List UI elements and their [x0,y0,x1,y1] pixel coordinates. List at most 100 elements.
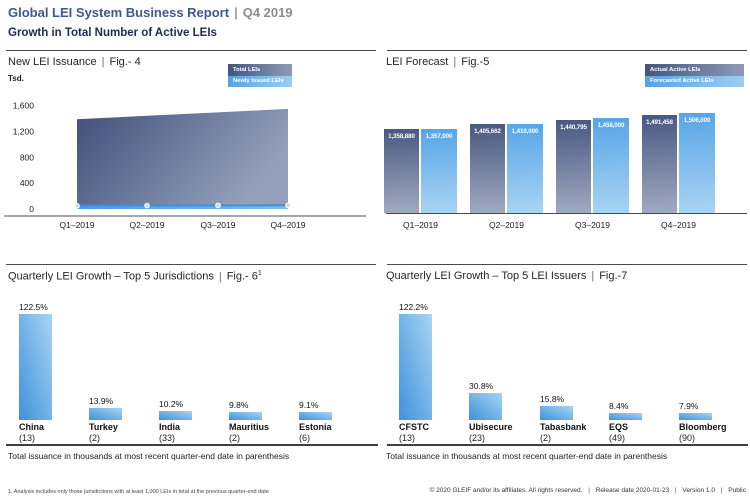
fig6-footnote-mark: 1 [257,270,262,277]
fig4-title: New LEI Issuance [8,56,97,68]
fig5-legend-actual: Actual Active LEIs [645,64,744,76]
growth-percent-label: 122.2% [399,302,428,313]
category-name-label: CFSTC [399,421,429,432]
bar-value-label: 1,440,795 [560,124,587,132]
fig4-y-tick: 800 [20,152,34,162]
fig4-y-tick: 1,600 [13,101,35,111]
divider-top-right [387,50,747,51]
category-name-label: EQS [609,421,629,432]
fig4-label: Fig.- 4 [109,56,141,68]
growth-percent-label: 30.8% [469,381,494,392]
fig7-header: Quarterly LEI Growth – Top 5 LEI Issuers… [386,270,627,282]
category-name-label: Tabasbank [540,421,587,432]
fig4-x-tick: Q1–2019 [60,220,95,230]
growth-percent-label: 9.1% [299,400,319,411]
growth-percent-label: 13.9% [89,396,114,406]
report-subtitle: Growth in Total Number of Active LEIs [8,27,217,39]
category-name-label: China [19,421,45,432]
fig7-title: Quarterly LEI Growth – Top 5 LEI Issuers [386,270,587,282]
fig7-note: Total issuance in thousands at most rece… [386,451,668,461]
category-name-label: Ubisecure [469,421,513,432]
fig4-x-tick: Q2–2019 [130,220,165,230]
bar-value-label: 1,405,662 [474,128,501,135]
fig6-header-separator: | [218,270,222,283]
actual-active-leis-bar: 1,440,795 [556,120,591,213]
fig4-svg: 0 400 800 1,200 1,600 Q1–2019 Q2–2019 Q3–2019 Q4… [4,101,366,230]
forecasted-active-leis-bar: 1,506,000 [679,112,715,213]
growth-bar [229,411,262,420]
bar-value-label: 1,491,458 [646,118,673,126]
fig4-legend-newly-issued: Newly Issued LEIs [228,75,292,87]
issuance-count-label: (2) [540,433,551,443]
bar-value-label: 1,357,000 [425,133,453,141]
newly-issued-line [76,204,289,207]
footer-separator: | [720,487,723,494]
growth-bar [299,412,332,420]
fig7-bar-chart: 122.2% CFSTC (13) 30.8% Ubisecure (23) 15.8% Ta… [383,292,750,452]
title-separator: | [234,5,238,20]
issuance-count-label: (2) [89,433,100,443]
fig5-bar-chart: 1,358,880 1,357,000 Q1–2019 1,405,662 1,410,… [383,105,750,240]
fig5-header: LEI Forecast | Fig.-5 [386,56,489,68]
report-title-text: Global LEI System Business Report [8,5,230,20]
footer-copyright: © 2020 GLEIF and/or its affiliates. All … [429,487,583,494]
issuance-count-label: (2) [229,433,240,443]
fig5-x-tick: Q4–2019 [661,220,696,230]
growth-bar [469,393,502,420]
footer-classification: Public [728,487,746,494]
fig5-legend-actual-label: Actual Active LEIs [650,66,701,73]
newly-issued-marker [215,202,221,209]
divider-top-left [6,50,376,51]
fig6-header: Quarterly LEI Growth – Top 5 Jurisdictio… [8,270,262,283]
fig5-x-tick: Q1–2019 [403,220,438,230]
growth-bar [679,413,712,420]
issuance-count-label: (6) [299,433,310,443]
newly-issued-marker [285,202,291,209]
growth-bar [19,314,52,420]
growth-bar [399,314,432,420]
bar-value-label: 1,458,000 [597,122,625,130]
actual-active-leis-bar: 1,358,880 [384,129,419,213]
fig5-legend-forecast-label: Forecasted Active LEIs [650,78,714,85]
newly-issued-marker [74,203,80,209]
growth-percent-label: 7.9% [679,401,699,412]
footer-release-date: Release date 2020-01-23 [595,487,670,494]
category-name-label: Estonia [299,421,332,432]
issuance-count-label: (13) [399,433,416,443]
issuance-count-label: (49) [609,433,626,443]
bar-value-label: 1,358,880 [388,133,415,141]
fig4-header: New LEI Issuance | Fig.- 4 [8,56,141,68]
forecasted-active-leis-bar: 1,458,000 [593,118,629,213]
category-name-label: India [159,421,181,432]
divider-mid-left [6,264,376,265]
growth-percent-label: 10.2% [159,399,184,410]
growth-percent-label: 8.4% [609,400,629,411]
footer-version: Version 1.0 [682,487,715,494]
footer-meta: © 2020 GLEIF and/or its affiliates. All … [430,487,746,494]
actual-active-leis-bar: 1,405,662 [470,124,505,213]
fig4-y-tick: 0 [29,204,34,214]
fig5-header-separator: | [453,56,457,68]
issuance-count-label: (13) [19,433,36,443]
fig4-legend-newly-issued-label: Newly Issued LEIs [233,78,284,85]
report-period: Q4 2019 [242,5,293,20]
fig4-header-separator: | [101,56,105,68]
report-title: Global LEI System Business Report | Q4 201… [8,5,293,20]
fig5-x-tick: Q3–2019 [575,220,610,230]
category-name-label: Turkey [89,421,118,432]
fig5-title: LEI Forecast [386,56,449,68]
newly-issued-marker [144,202,150,209]
bar-value-label: 1,506,000 [683,116,711,124]
growth-percent-label: 9.8% [229,399,249,410]
actual-active-leis-bar: 1,491,458 [642,114,677,213]
forecasted-active-leis-bar: 1,357,000 [421,129,457,213]
fig4-y-tick: 1,200 [13,127,35,137]
fig6-bar-chart: 122.5% China (13) 13.9% Turkey (2) 10.2% India(… [0,292,380,452]
fig5-axis-line [386,213,747,214]
fig4-y-tick: 400 [20,178,34,188]
fig4-legend-total-leis-label: Total LEIs [233,66,261,73]
category-name-label: Bloomberg [679,421,727,432]
fig7-label: Fig.-7 [599,270,628,282]
growth-bar [540,406,573,420]
